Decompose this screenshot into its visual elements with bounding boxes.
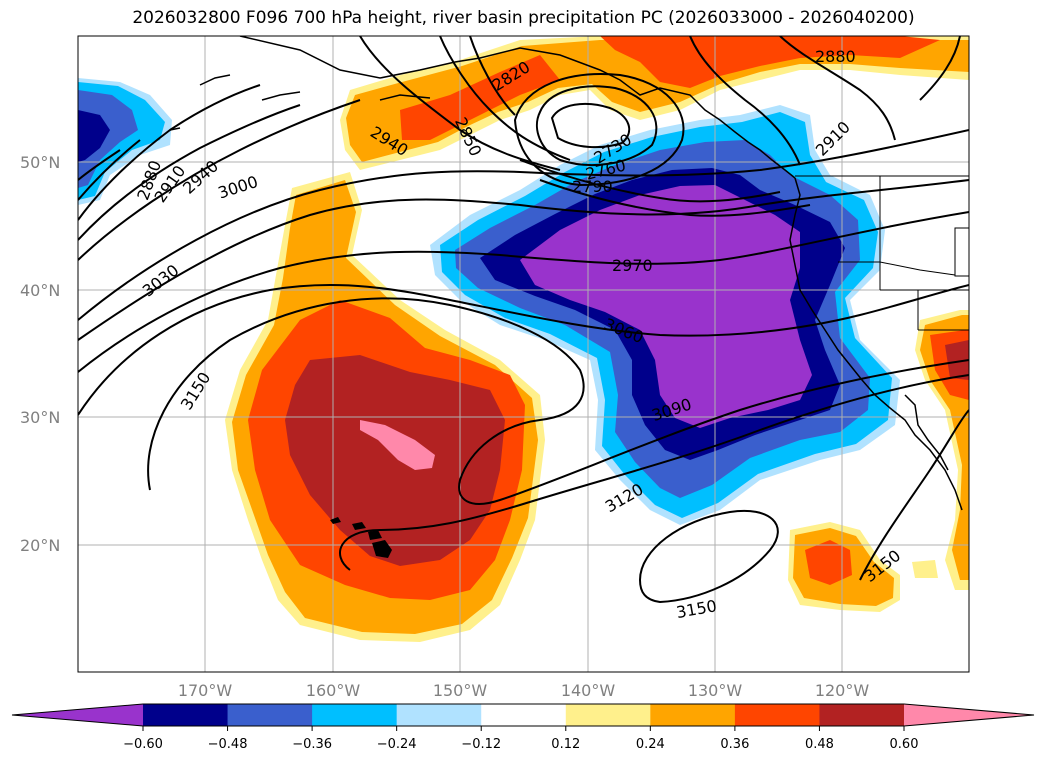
colorbar-cell <box>227 704 313 726</box>
lon-label-170w: 170°W <box>178 681 233 700</box>
positive-anomaly-north <box>340 36 969 170</box>
colorbar-tick-label: 0.36 <box>720 737 749 752</box>
colorbar-tick-label: 0.24 <box>636 737 665 752</box>
colorbar-tick-label: −0.60 <box>123 737 163 752</box>
colorbar-extend-left <box>12 704 143 726</box>
colorbar-cell <box>481 704 567 726</box>
negative-anomaly-west <box>78 78 172 205</box>
lat-label-30n: 30°N <box>20 408 60 427</box>
coastlines <box>169 36 963 511</box>
lat-label-50n: 50°N <box>20 153 60 172</box>
colorbar-cell <box>734 704 820 726</box>
lon-label-130w: 130°W <box>688 681 743 700</box>
lat-label-40n: 40°N <box>20 281 60 300</box>
lat-label-20n: 20°N <box>20 536 60 555</box>
positive-anomaly-east <box>788 310 969 612</box>
height-contours <box>78 36 969 604</box>
colorbar-tick-label: −0.24 <box>377 737 417 752</box>
latitude-labels: 50°N 40°N 30°N 20°N <box>20 153 60 555</box>
colorbar-tick-label: 0.12 <box>551 737 580 752</box>
lon-label-140w: 140°W <box>561 681 616 700</box>
contour-label-2970: 2970 <box>612 256 653 275</box>
colorbar-tick-label: 0.48 <box>805 737 834 752</box>
colorbar-cell <box>650 704 736 726</box>
chart-title: 2026032800 F096 700 hPa height, river ba… <box>132 8 915 28</box>
hawaii-islands <box>330 517 392 558</box>
map-area: 2820 2880 2850 2940 2730 2910 2760 2790 … <box>78 36 969 672</box>
lon-label-120w: 120°W <box>815 681 870 700</box>
contour-label-2880-top: 2880 <box>815 47 856 66</box>
colorbar-cell <box>819 704 905 726</box>
lon-label-150w: 150°W <box>433 681 488 700</box>
colorbar-tick-label: −0.36 <box>292 737 332 752</box>
colorbar-cell <box>396 704 482 726</box>
colorbar: −0.60 −0.48 −0.36 −0.24 −0.12 0.12 0.24 0.36 0.4… <box>11 703 1035 752</box>
map-frame <box>77 35 970 673</box>
colorbar-cell <box>312 704 398 726</box>
colorbar-cell <box>565 704 651 726</box>
colorbar-cell <box>143 704 229 726</box>
lon-label-160w: 160°W <box>306 681 361 700</box>
colorbar-tick-label: 0.60 <box>890 737 919 752</box>
borders <box>795 175 969 331</box>
longitude-labels: 170°W 160°W 150°W 140°W 130°W 120°W <box>178 681 870 700</box>
colorbar-tick-label: −0.48 <box>208 737 248 752</box>
colorbar-tick-label: −0.12 <box>461 737 501 752</box>
colorbar-extend-right <box>904 704 1034 726</box>
contour-label-2790: 2790 <box>572 177 613 196</box>
